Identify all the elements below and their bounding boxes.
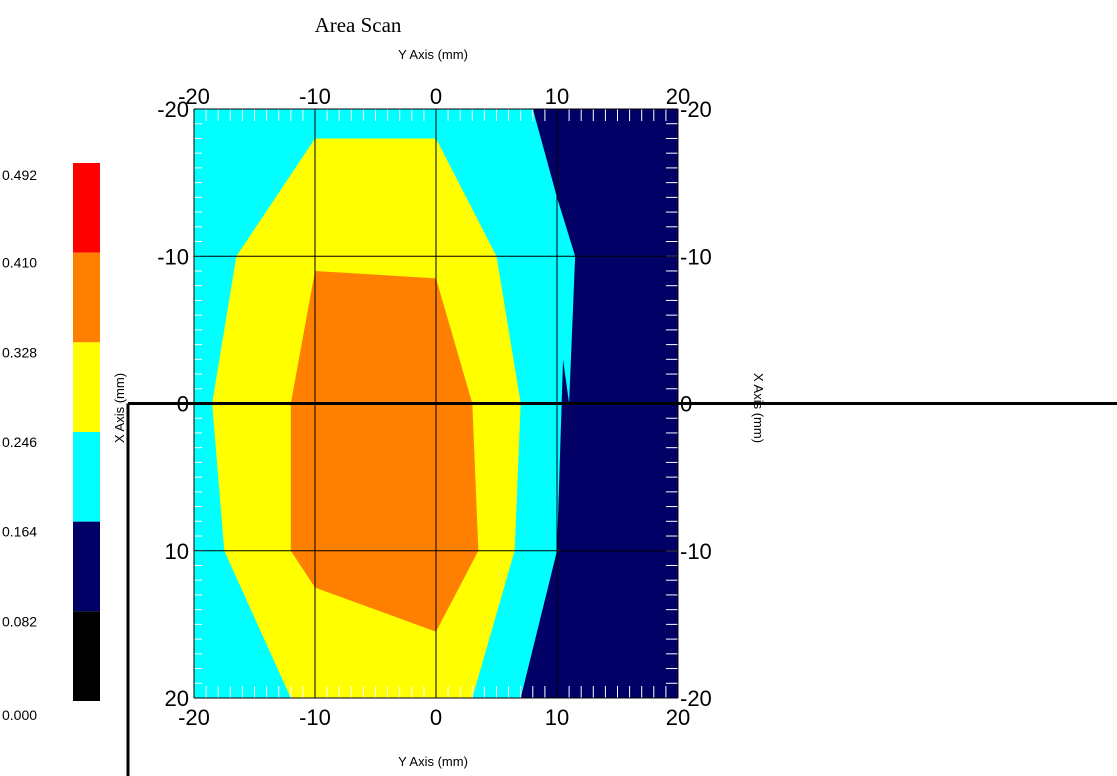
tick-label-left: -20 (157, 97, 189, 122)
tick-label-right: -20 (680, 97, 712, 122)
tick-label-top: 10 (545, 84, 569, 109)
chart-title: Area Scan (315, 13, 402, 37)
colorbar-label: 0.000 (2, 707, 37, 723)
plot-area: -20-20-10-100010102020-20-20-10-100010-1… (126, 84, 1117, 776)
tick-label-left: 20 (165, 686, 189, 711)
tick-label-top: -10 (299, 84, 331, 109)
bottom-axis-label: Y Axis (mm) (398, 754, 468, 769)
colorbar-label: 0.246 (2, 434, 37, 450)
left-axis-label: X Axis (mm) (112, 373, 127, 443)
tick-label-bottom: 20 (666, 705, 690, 730)
colorbar-label: 0.082 (2, 613, 37, 629)
top-axis-label: Y Axis (mm) (398, 47, 468, 62)
colorbar-label: 0.492 (2, 167, 37, 183)
tick-label-right: -10 (680, 539, 712, 564)
tick-label-bottom: 0 (430, 705, 442, 730)
tick-label-top: -20 (178, 84, 210, 109)
colorbar-label: 0.410 (2, 255, 37, 271)
tick-label-right: -10 (680, 244, 712, 269)
tick-label-left: -10 (157, 244, 189, 269)
tick-label-bottom: -10 (299, 705, 331, 730)
colorbar-segment-5 (73, 611, 100, 701)
minor-ticks (193, 108, 679, 699)
tick-label-left: 10 (165, 539, 189, 564)
tick-label-bottom: 10 (545, 705, 569, 730)
colorbar-label: 0.164 (2, 524, 37, 540)
colorbar: 0.492 0.410 0.328 0.246 0.164 0.082 0.000 (2, 163, 100, 723)
colorbar-segment-0 (73, 163, 100, 253)
colorbar-segment-2 (73, 342, 100, 432)
contour-band-3 (290, 270, 479, 632)
colorbar-segment-1 (73, 252, 100, 343)
colorbar-segment-4 (73, 521, 100, 612)
colorbar-segment-3 (73, 432, 100, 522)
colorbar-label: 0.328 (2, 344, 37, 360)
tick-label-top: 0 (430, 84, 442, 109)
tick-label-bottom: -20 (178, 705, 210, 730)
right-axis-label: X Axis (mm) (751, 373, 766, 443)
tick-label-top: 20 (666, 84, 690, 109)
tick-label-right: -20 (680, 686, 712, 711)
